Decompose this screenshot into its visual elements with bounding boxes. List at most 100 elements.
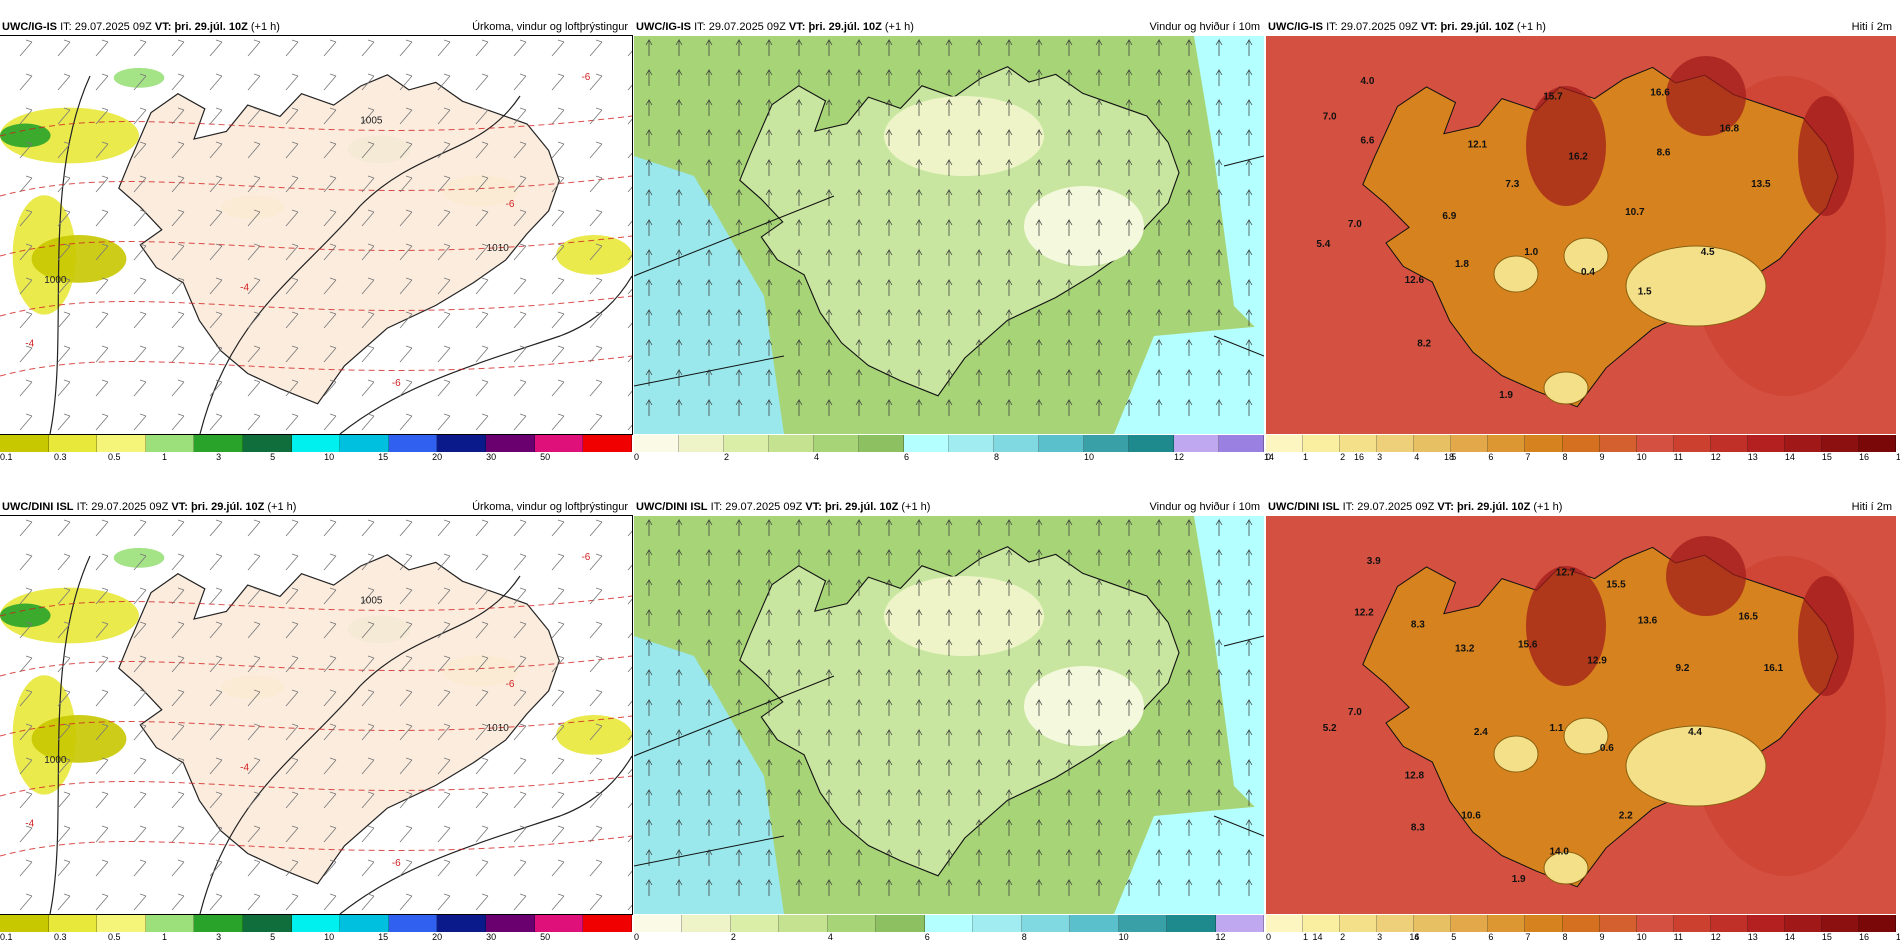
wind-arrow <box>765 578 773 596</box>
wind-arrow <box>645 638 653 656</box>
wind-arrow <box>1065 218 1073 236</box>
colorbar-tick-label: 0 <box>634 932 640 942</box>
wind-arrow <box>1185 848 1193 866</box>
wind-arrow <box>1215 398 1223 416</box>
colorbar-tick-label: 17 <box>1896 932 1900 942</box>
wind-barb <box>171 689 185 707</box>
wind-map-svg <box>634 36 1264 434</box>
temperature-label: 14.0 <box>1550 846 1570 857</box>
temp-map: 4.0 7.0 6.6 15.7 16.6 16.8 12.1 16.2 8.6 13.5 7.3 6… <box>1266 36 1896 434</box>
wind-arrow <box>1065 878 1073 896</box>
wind-arrow <box>1185 308 1193 326</box>
wind-barb <box>323 859 337 877</box>
wind-barb <box>437 519 451 537</box>
colorbar-segment <box>437 435 487 452</box>
wind-barb <box>361 141 375 159</box>
wind-arrow <box>795 548 803 566</box>
wind-barb <box>209 553 223 571</box>
wind-arrow <box>795 518 803 536</box>
wind-barb <box>627 700 632 707</box>
wind-arrow <box>1095 848 1103 866</box>
wind-arrow <box>765 788 773 806</box>
colorbar-tick-label: 6 <box>1488 452 1494 462</box>
source-label: UWC/IG-IS <box>636 21 691 33</box>
wind-arrow <box>1155 338 1163 356</box>
low-wind-area <box>1024 666 1144 746</box>
wind-arrow <box>975 518 983 536</box>
wind-barb <box>247 859 261 877</box>
colorbar-segment <box>1636 915 1674 932</box>
wind-barb <box>285 413 299 431</box>
wind-barb <box>627 666 632 673</box>
wind-arrow <box>705 788 713 806</box>
colorbar-segment <box>340 435 389 452</box>
wind-arrow <box>885 248 893 266</box>
temperature-label: 4.0 <box>1361 76 1375 87</box>
wind-barb <box>361 277 375 295</box>
wind-barb <box>57 825 71 843</box>
wind-arrow <box>1155 608 1163 626</box>
wind-barb <box>285 345 299 363</box>
source-label: UWC/DINI ISL <box>1268 501 1340 513</box>
wind-barb <box>57 723 71 741</box>
wind-arrow <box>1155 68 1163 86</box>
wind-barb <box>551 345 565 363</box>
wind-map <box>634 36 1264 434</box>
temperature-label: 7.3 <box>1505 179 1519 190</box>
wind-arrow <box>1125 158 1133 176</box>
colorbar-segment <box>682 915 731 932</box>
wind-arrow <box>1155 278 1163 296</box>
wind-arrow <box>915 68 923 86</box>
wind-arrow <box>975 848 983 866</box>
wind-barb <box>589 553 603 571</box>
wind-barb <box>513 519 527 537</box>
wind-arrow <box>855 848 863 866</box>
colorbar-segment <box>1488 915 1526 932</box>
wind-barb <box>95 379 109 397</box>
wind-map-svg <box>634 516 1264 914</box>
wind-barb <box>589 791 603 809</box>
wind-barb <box>285 723 299 741</box>
wind-barb <box>95 243 109 261</box>
temperature-label: 7.0 <box>1323 112 1337 123</box>
wind-arrow <box>1245 548 1253 566</box>
colorbar: 0.1 0.3 0.5 1 3 5 10 15 20 30 50 <box>0 915 632 945</box>
wind-barb <box>133 825 147 843</box>
wind-barb <box>323 553 337 571</box>
wind-arrow <box>1095 278 1103 296</box>
wind-barb <box>589 345 603 363</box>
wind-arrow <box>1185 128 1193 146</box>
wind-barb <box>285 141 299 159</box>
warm-area <box>1526 566 1606 686</box>
wind-arrow <box>645 158 653 176</box>
wind-arrow <box>675 128 683 146</box>
colorbar-tick-label: 12 <box>1710 452 1721 462</box>
wind-barb <box>627 530 632 537</box>
colorbar-segment <box>1129 435 1174 452</box>
wind-arrow <box>1125 278 1133 296</box>
wind-arrow <box>915 578 923 596</box>
wind-arrow <box>675 308 683 326</box>
wind-arrow <box>855 788 863 806</box>
wind-arrow <box>795 278 803 296</box>
wind-arrow <box>945 308 953 326</box>
wind-arrow <box>1095 518 1103 536</box>
colorbar: 01234567891011121314151617 <box>1266 435 1900 465</box>
wind-barb <box>589 519 603 537</box>
wind-arrow <box>765 728 773 746</box>
wind-arrow <box>645 248 653 266</box>
wind-barb <box>57 175 71 193</box>
wind-arrow <box>825 788 833 806</box>
contour-label: 1000 <box>44 275 67 286</box>
wind-arrow <box>1155 548 1163 566</box>
wind-barb <box>627 870 632 877</box>
colorbar-segment <box>1021 915 1071 932</box>
colorbar-tick-label: 0.1 <box>0 932 13 942</box>
wind-arrow <box>765 308 773 326</box>
wind-barb <box>247 825 261 843</box>
wind-arrow <box>825 758 833 776</box>
wind-arrow <box>1185 368 1193 386</box>
colorbar-segments <box>0 915 632 932</box>
it-value: 29.07.2025 09Z <box>1357 501 1435 513</box>
wind-barb <box>171 893 185 911</box>
